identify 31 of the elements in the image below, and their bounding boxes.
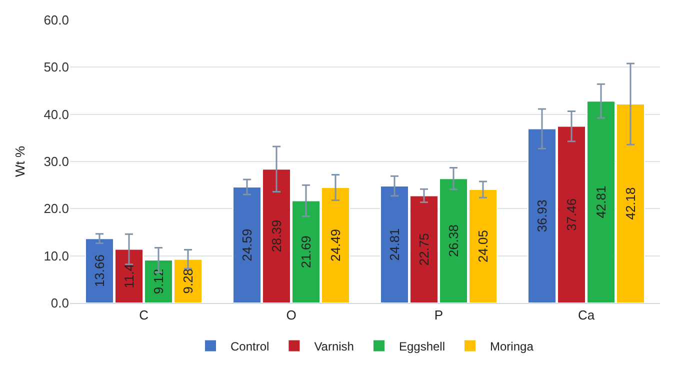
- legend-label: Moringa: [490, 339, 534, 354]
- x-tick-label: Ca: [578, 308, 596, 323]
- y-tick-label: 60.0: [44, 12, 69, 28]
- data-label: 24.81: [387, 228, 402, 261]
- data-label: 37.46: [564, 198, 579, 231]
- data-label: 26.38: [446, 224, 461, 258]
- data-label: 24.49: [328, 228, 343, 262]
- data-label: 13.66: [92, 254, 107, 288]
- data-label: 28.39: [269, 220, 284, 252]
- data-label: 42.18: [623, 187, 638, 220]
- legend-label: Varnish: [314, 339, 354, 354]
- y-tick-label: 50.0: [44, 60, 69, 75]
- data-label: 24.05: [476, 230, 490, 263]
- legend-label: Eggshell: [398, 339, 446, 354]
- data-label: 42.81: [594, 186, 608, 218]
- x-tick-label: C: [139, 308, 148, 323]
- data-label: 21.69: [298, 236, 314, 268]
- y-tick-label: 40.0: [44, 106, 69, 122]
- data-label: 9.28: [180, 268, 196, 294]
- y-tick-label: 20.0: [44, 201, 69, 216]
- data-label: 11.4: [122, 264, 136, 288]
- legend-label: Control: [230, 339, 270, 354]
- data-label: 24.59: [240, 228, 254, 262]
- y-tick-label: 10.0: [44, 248, 69, 264]
- data-label: 36.93: [534, 200, 550, 232]
- x-tick-label: O: [286, 308, 296, 323]
- y-tick-label: 30.0: [44, 154, 69, 170]
- x-tick-label: P: [434, 308, 444, 323]
- data-label: 22.75: [416, 233, 432, 266]
- y-axis-title: Wt %: [12, 146, 28, 178]
- y-tick-label: 0.0: [50, 296, 69, 311]
